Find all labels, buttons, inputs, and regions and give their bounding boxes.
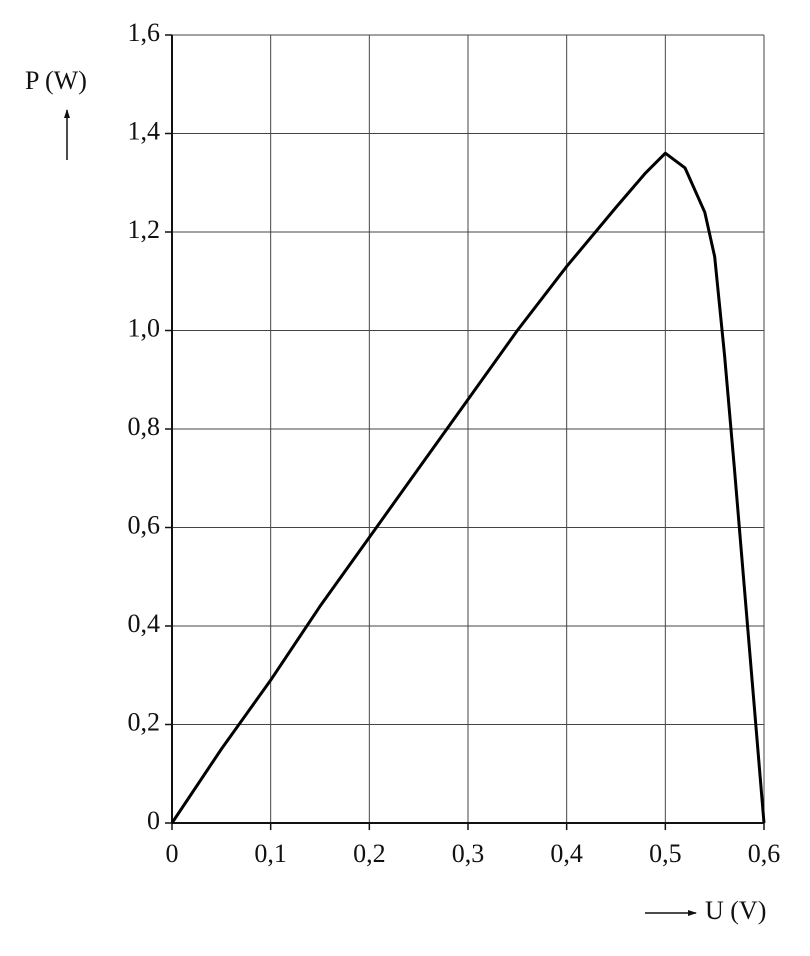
- y-tick-label: 0,8: [128, 412, 161, 441]
- y-tick-label: 1,0: [128, 313, 161, 342]
- y-tick-label: 0,6: [128, 510, 161, 539]
- x-tick-label: 0,2: [353, 839, 386, 868]
- x-axis-label: U (V): [705, 896, 766, 925]
- x-tick-label: 0,1: [254, 839, 287, 868]
- y-tick-label: 1,6: [128, 18, 161, 47]
- x-tick-label: 0,5: [649, 839, 682, 868]
- x-tick-label: 0,4: [550, 839, 583, 868]
- y-axis-label: P (W): [25, 66, 87, 95]
- y-tick-label: 1,4: [128, 116, 161, 145]
- x-tick-label: 0,3: [452, 839, 485, 868]
- y-tick-label: 0,2: [128, 707, 161, 736]
- y-tick-label: 1,2: [128, 215, 161, 244]
- data-line: [170, 151, 766, 824]
- y-tick-label: 0: [147, 806, 160, 835]
- y-tick-label: 0,4: [128, 609, 161, 638]
- x-tick-label: 0: [166, 839, 179, 868]
- x-tick-label: 0,6: [748, 839, 781, 868]
